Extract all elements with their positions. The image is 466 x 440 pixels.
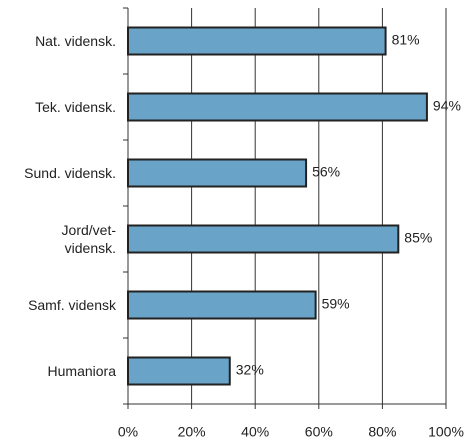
y-tick-label: Sund. vidensk. xyxy=(24,165,116,181)
bar xyxy=(127,92,428,122)
bar xyxy=(127,224,400,254)
bar xyxy=(127,26,387,56)
y-tick-label: Samf. vidensk xyxy=(28,297,116,313)
bar xyxy=(127,158,308,188)
x-tick-label: 100% xyxy=(428,424,464,440)
value-label: 85% xyxy=(404,230,432,246)
y-tick-label: Jord/vet- vidensk. xyxy=(61,222,116,256)
y-tick-label: Humaniora xyxy=(47,363,116,379)
y-tick-label: Nat. vidensk. xyxy=(35,33,116,49)
value-label: 59% xyxy=(322,296,350,312)
x-tick-label: 40% xyxy=(241,424,269,440)
x-tick-label: 20% xyxy=(178,424,206,440)
bar xyxy=(127,290,317,320)
y-tick-label: Tek. vidensk. xyxy=(35,99,116,115)
value-label: 32% xyxy=(236,362,264,378)
value-label: 56% xyxy=(312,164,340,180)
x-tick-label: 60% xyxy=(305,424,333,440)
x-tick-label: 80% xyxy=(368,424,396,440)
value-label: 81% xyxy=(392,32,420,48)
x-tick-label: 0% xyxy=(118,424,138,440)
value-label: 94% xyxy=(433,98,461,114)
bar xyxy=(127,356,231,386)
